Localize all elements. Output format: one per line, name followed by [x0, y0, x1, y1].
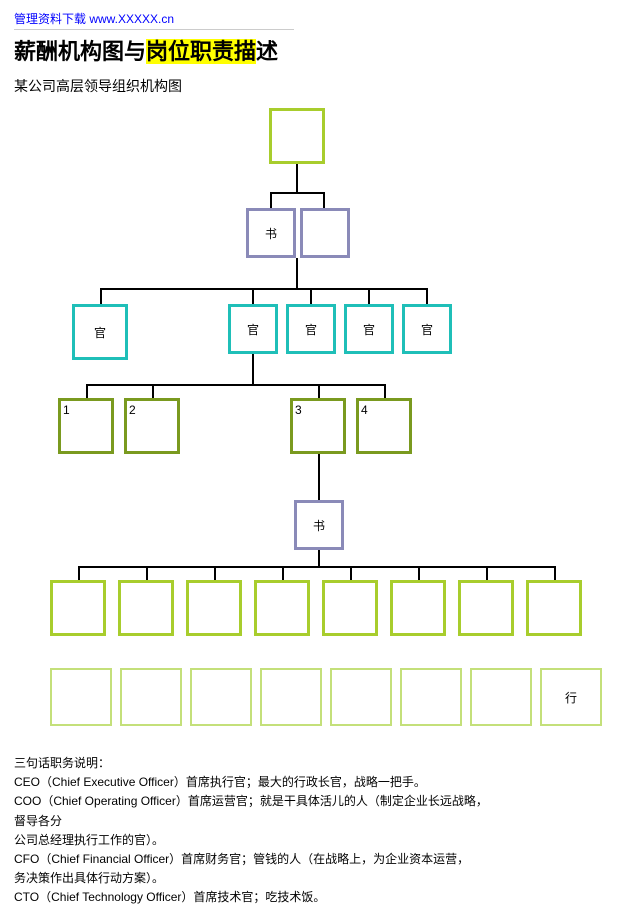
desc-line: COO（Chief Operating Officer）首席运营官；就是干具体活…	[14, 792, 494, 830]
page-title: 薪酬机构图与岗位职责描述	[14, 34, 626, 66]
connector-line	[146, 566, 148, 580]
org-node-l6-2	[118, 580, 174, 636]
org-node-l7-4	[260, 668, 322, 726]
connector-line	[554, 566, 556, 580]
desc-line: CFO（Chief Financial Officer）首席财务官；管钱的人（在…	[14, 850, 494, 869]
connector-line	[368, 288, 370, 304]
org-node-l3-4: 官	[344, 304, 394, 354]
top-links[interactable]: 管理资料下载 www.XXXXX.cn	[14, 10, 626, 27]
org-node-l7-6	[400, 668, 462, 726]
org-node-l5: 书	[294, 500, 344, 550]
connector-line	[78, 566, 80, 580]
org-node-l6-8	[526, 580, 582, 636]
org-chart: 书官官官官官1234书行	[14, 108, 626, 748]
connector-line	[296, 164, 298, 192]
org-node-l4-2: 2	[124, 398, 180, 454]
connector-line	[318, 384, 320, 398]
connector-line	[252, 288, 254, 304]
connector-line	[323, 192, 325, 208]
org-node-l7-5	[330, 668, 392, 726]
connector-line	[418, 566, 420, 580]
connector-line	[310, 288, 312, 304]
connector-line	[152, 384, 154, 398]
desc-heading: 三句话职务说明：	[14, 754, 494, 773]
connector-line	[252, 354, 254, 384]
connector-line	[86, 384, 88, 398]
org-node-l3-5: 官	[402, 304, 452, 354]
org-node-l6-1	[50, 580, 106, 636]
desc-line: CEO（Chief Executive Officer）首席执行官；最大的行政长…	[14, 773, 494, 792]
connector-line	[318, 550, 320, 566]
org-node-l6-3	[186, 580, 242, 636]
org-node-l2b	[300, 208, 350, 258]
org-node-l4-1: 1	[58, 398, 114, 454]
connector-line	[318, 454, 320, 500]
org-node-l7-2	[120, 668, 182, 726]
org-node-l6-4	[254, 580, 310, 636]
title-highlight: 岗位职责描	[146, 39, 256, 64]
job-description: 三句话职务说明： CEO（Chief Executive Officer）首席执…	[14, 754, 626, 908]
divider	[14, 29, 294, 30]
org-node-l7-1	[50, 668, 112, 726]
org-node-l6-6	[390, 580, 446, 636]
org-node-l6-7	[458, 580, 514, 636]
org-node-l6-5	[322, 580, 378, 636]
connector-line	[86, 384, 386, 386]
org-node-l3-3: 官	[286, 304, 336, 354]
connector-line	[426, 288, 428, 304]
connector-line	[350, 566, 352, 580]
org-node-l7-8: 行	[540, 668, 602, 726]
connector-line	[100, 288, 428, 290]
org-node-l7-3	[190, 668, 252, 726]
connector-line	[270, 192, 272, 208]
connector-line	[296, 258, 298, 288]
connector-line	[214, 566, 216, 580]
title-part-a: 薪酬机构图与	[14, 39, 146, 64]
org-node-root	[269, 108, 325, 164]
desc-line: 务决策作出具体行动方案）。	[14, 869, 494, 888]
org-node-l3-2: 官	[228, 304, 278, 354]
connector-line	[270, 192, 324, 194]
connector-line	[282, 566, 284, 580]
org-node-l4-4: 4	[356, 398, 412, 454]
desc-line: 公司总经理执行工作的官）。	[14, 831, 494, 850]
connector-line	[384, 384, 386, 398]
title-part-b: 述	[256, 39, 278, 64]
subtitle: 某公司高层领导组织机构图	[14, 76, 626, 96]
org-node-l2a: 书	[246, 208, 296, 258]
connector-line	[486, 566, 488, 580]
org-node-l7-7	[470, 668, 532, 726]
connector-line	[78, 566, 556, 568]
org-node-l4-3: 3	[290, 398, 346, 454]
connector-line	[100, 288, 102, 304]
org-node-l3-1: 官	[72, 304, 128, 360]
